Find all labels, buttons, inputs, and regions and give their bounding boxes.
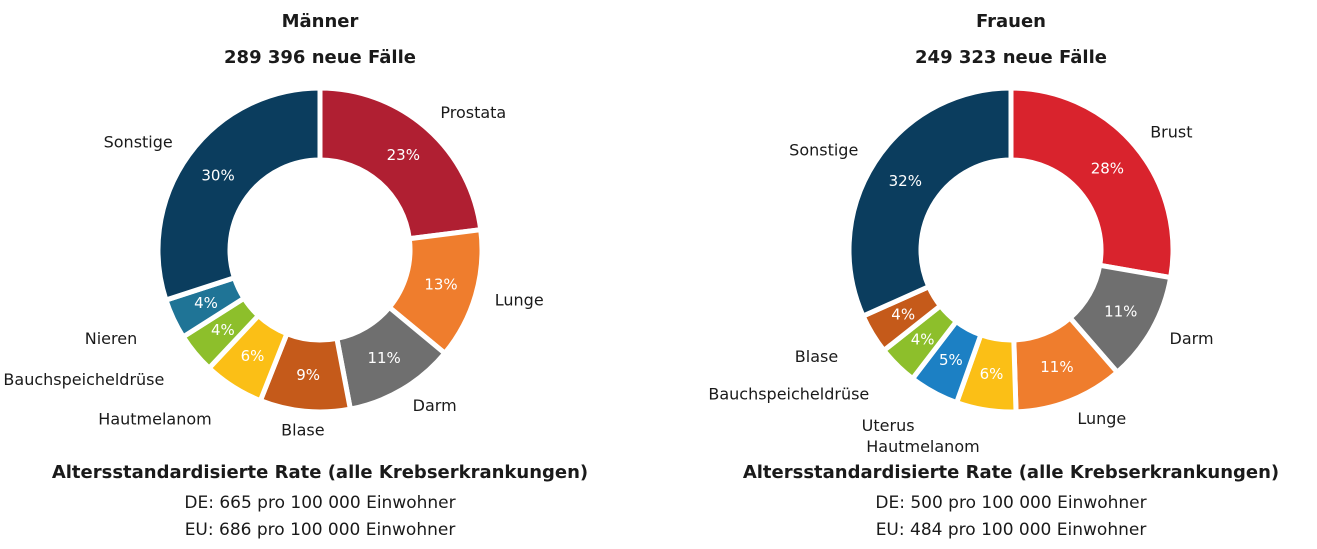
category-label: Darm [1170,329,1214,348]
category-label: Bauchspeicheldrüse [708,384,869,403]
slice [846,85,1014,320]
category-label: Blase [281,421,324,440]
chart-title: Männer [282,11,359,32]
annotation: Altersstandardisierte Rate (alle Krebser… [743,462,1279,483]
value-label: 4% [194,294,218,312]
annotation: EU: 484 pro 100 000 Einwohner [876,520,1147,540]
value-label: 6% [241,347,265,365]
chart-subtitle: 289 396 neue Fälle [224,47,416,68]
category-label: Prostata [440,103,506,122]
value-label: 9% [296,366,320,384]
value-label: 11% [367,349,400,367]
value-label: 28% [1091,159,1124,177]
chart-title: Frauen [976,11,1046,32]
value-label: 32% [889,172,922,190]
slice [317,85,484,242]
annotation: DE: 665 pro 100 000 Einwohner [184,493,455,513]
value-label: 4% [911,330,935,348]
chart-subtitle: 249 323 neue Fälle [915,47,1107,68]
value-label: 30% [201,166,234,184]
category-label: Sonstige [789,140,858,159]
category-label: Bauchspeicheldrüse [3,370,164,389]
category-label: Hautmelanom [98,410,211,429]
annotation: DE: 500 pro 100 000 Einwohner [875,493,1146,513]
value-label: 5% [939,351,963,369]
value-label: 4% [211,321,235,339]
category-label: Sonstige [104,133,173,152]
category-label: Hautmelanom [866,437,979,456]
value-label: 6% [980,365,1004,383]
category-label: Uterus [862,416,915,435]
slice [1008,85,1176,281]
slice [155,85,323,304]
category-label: Darm [413,396,457,415]
annotation: Altersstandardisierte Rate (alle Krebser… [52,462,588,483]
value-label: 23% [387,146,420,164]
annotation: EU: 686 pro 100 000 Einwohner [185,520,456,540]
value-label: 11% [1104,302,1137,320]
category-label: Brust [1150,122,1192,141]
value-label: 13% [424,276,457,294]
category-label: Blase [795,347,838,366]
category-label: Nieren [85,329,137,348]
category-label: Lunge [1077,409,1126,428]
value-label: 11% [1040,358,1073,376]
value-label: 4% [891,306,915,324]
category-label: Lunge [495,290,544,309]
